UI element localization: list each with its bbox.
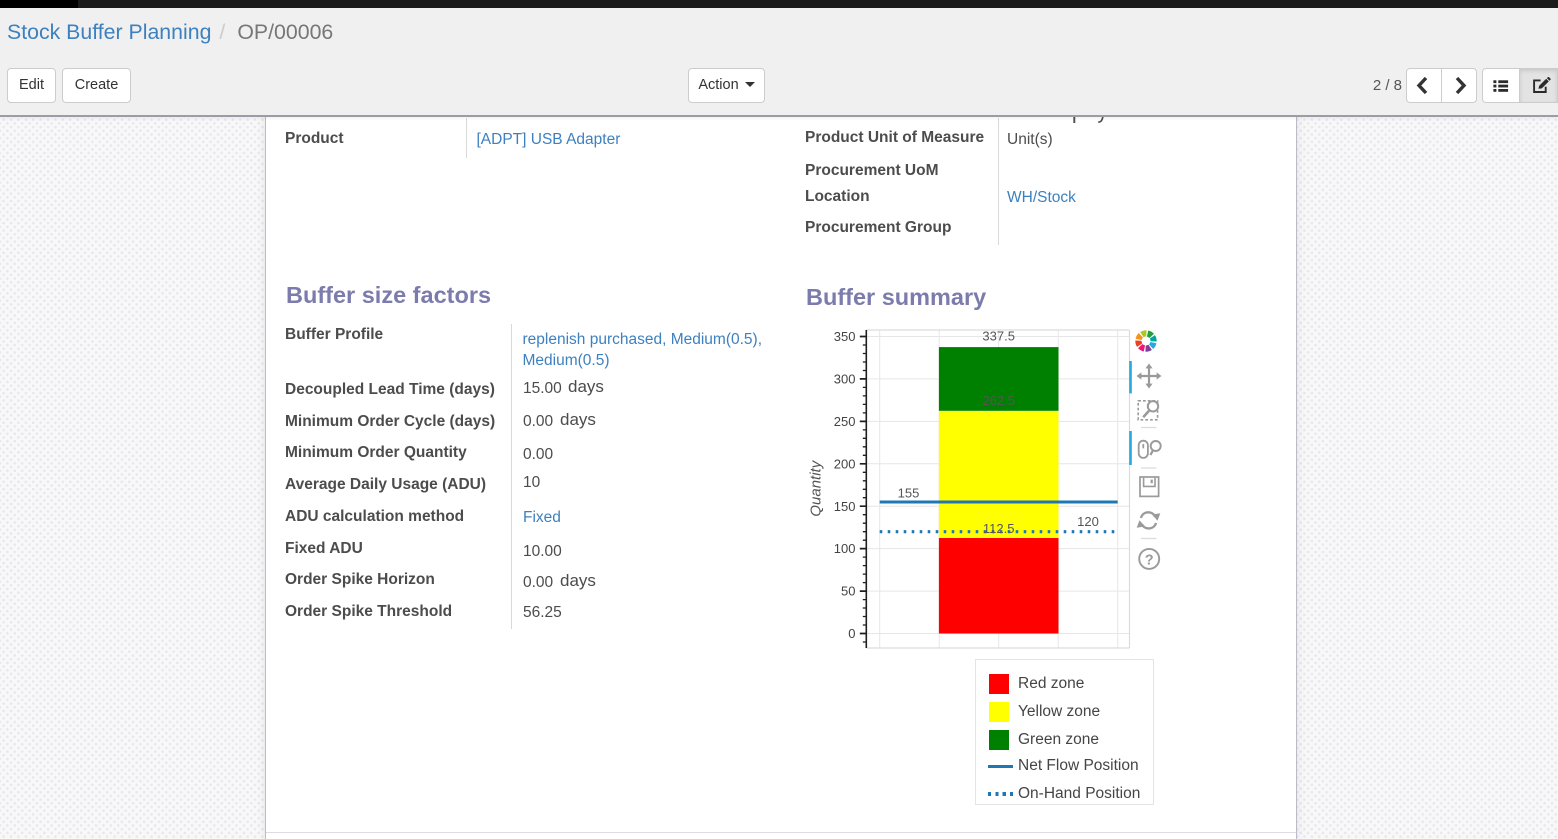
svg-text:50: 50 [841,584,855,599]
svg-text:Quantity: Quantity [808,459,825,516]
svg-text:250: 250 [834,414,856,429]
svg-text:150: 150 [834,499,856,514]
svg-text:200: 200 [834,456,856,471]
svg-text:262.5: 262.5 [982,393,1015,408]
svg-text:120: 120 [1077,514,1099,529]
svg-text:350: 350 [834,329,856,344]
svg-text:337.5: 337.5 [982,329,1015,344]
svg-text:112.5: 112.5 [983,521,1015,536]
svg-text:?: ? [1145,552,1154,568]
svg-text:100: 100 [834,541,856,556]
svg-text:0: 0 [848,626,855,641]
svg-text:300: 300 [834,372,856,387]
svg-text:155: 155 [898,486,920,501]
